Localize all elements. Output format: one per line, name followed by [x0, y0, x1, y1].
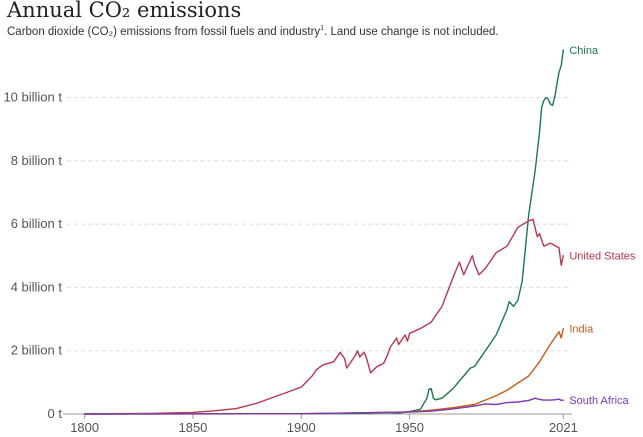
subtitle-tail: . Land use change is not included.: [324, 25, 499, 38]
y-tick-label: 8 billion t: [11, 153, 63, 168]
subtitle-text: Carbon dioxide (CO₂) emissions from foss…: [7, 25, 321, 38]
series-label-south-africa: South Africa: [569, 395, 629, 407]
x-tick-label: 1900: [287, 420, 316, 435]
chart-title: Annual CO₂ emissions: [7, 0, 242, 22]
series-label-india: India: [569, 324, 594, 336]
series-line-south-africa: [83, 397, 564, 415]
x-tick-label: 1800: [70, 420, 99, 435]
series-line-china: [83, 49, 564, 415]
y-tick-label: 4 billion t: [11, 279, 63, 294]
footnote-marker: 1: [320, 25, 325, 32]
series-label-china: China: [569, 45, 599, 57]
x-tick-label: 1950: [395, 420, 424, 435]
y-tick-label: 2 billion t: [11, 343, 63, 358]
x-tick-label: 2021: [549, 420, 578, 435]
series-label-united-states: United States: [569, 251, 636, 263]
y-tick-label: 6 billion t: [11, 216, 63, 231]
grid-layer: 0 t 2 billion t 4 billion t 6 billion t 8 bi…: [3, 89, 572, 421]
x-tick-label: 1850: [178, 420, 207, 435]
y-tick-label: 0 t: [48, 406, 63, 421]
series-layer: [83, 49, 564, 415]
chart-subtitle: Carbon dioxide (CO₂) emissions from foss…: [7, 25, 499, 38]
series-line-united-states: [83, 218, 564, 415]
series-labels: China United States India South Africa: [569, 45, 636, 407]
x-axis: 1800 1850 1900 1950 2021: [70, 414, 578, 435]
y-tick-label: 10 billion t: [3, 89, 62, 104]
